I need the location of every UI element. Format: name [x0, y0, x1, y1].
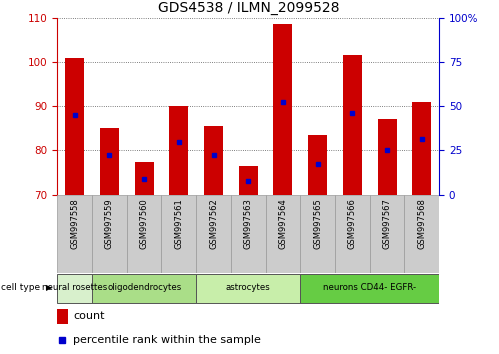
Bar [300, 274, 439, 303]
Bar [265, 195, 300, 273]
Bar [196, 195, 231, 273]
Bar [370, 195, 404, 273]
Text: oligodendrocytes: oligodendrocytes [107, 283, 181, 292]
Text: GSM997565: GSM997565 [313, 199, 322, 249]
Text: GSM997566: GSM997566 [348, 199, 357, 250]
Text: neural rosettes: neural rosettes [42, 283, 107, 292]
Text: GSM997567: GSM997567 [383, 199, 392, 250]
Bar [239, 166, 258, 195]
Bar [412, 102, 431, 195]
Bar [204, 126, 223, 195]
Text: GSM997559: GSM997559 [105, 199, 114, 249]
Bar [378, 120, 397, 195]
Bar [92, 274, 196, 303]
Text: percentile rank within the sample: percentile rank within the sample [73, 335, 261, 346]
Bar [92, 195, 127, 273]
Bar [404, 195, 439, 273]
Bar [135, 161, 154, 195]
Text: neurons CD44- EGFR-: neurons CD44- EGFR- [323, 283, 416, 292]
Bar [127, 195, 162, 273]
Bar [100, 128, 119, 195]
Bar [300, 195, 335, 273]
Text: count: count [73, 312, 105, 321]
Bar [65, 57, 84, 195]
Text: ▶: ▶ [46, 283, 53, 292]
Text: GSM997568: GSM997568 [417, 199, 426, 250]
Bar [169, 106, 189, 195]
Bar [57, 195, 92, 273]
Text: astrocytes: astrocytes [226, 283, 270, 292]
Title: GDS4538 / ILMN_2099528: GDS4538 / ILMN_2099528 [158, 1, 339, 15]
Text: GSM997562: GSM997562 [209, 199, 218, 249]
Bar [57, 274, 92, 303]
Bar [273, 24, 292, 195]
Text: GSM997558: GSM997558 [70, 199, 79, 249]
Text: GSM997560: GSM997560 [140, 199, 149, 249]
Text: GSM997564: GSM997564 [278, 199, 287, 249]
Text: GSM997561: GSM997561 [174, 199, 183, 249]
Text: cell type: cell type [1, 283, 40, 292]
Bar [335, 195, 370, 273]
Bar [343, 55, 362, 195]
Text: GSM997563: GSM997563 [244, 199, 253, 250]
Bar [162, 195, 196, 273]
Bar [308, 135, 327, 195]
Bar [196, 274, 300, 303]
Bar [57, 309, 67, 324]
Bar [231, 195, 265, 273]
